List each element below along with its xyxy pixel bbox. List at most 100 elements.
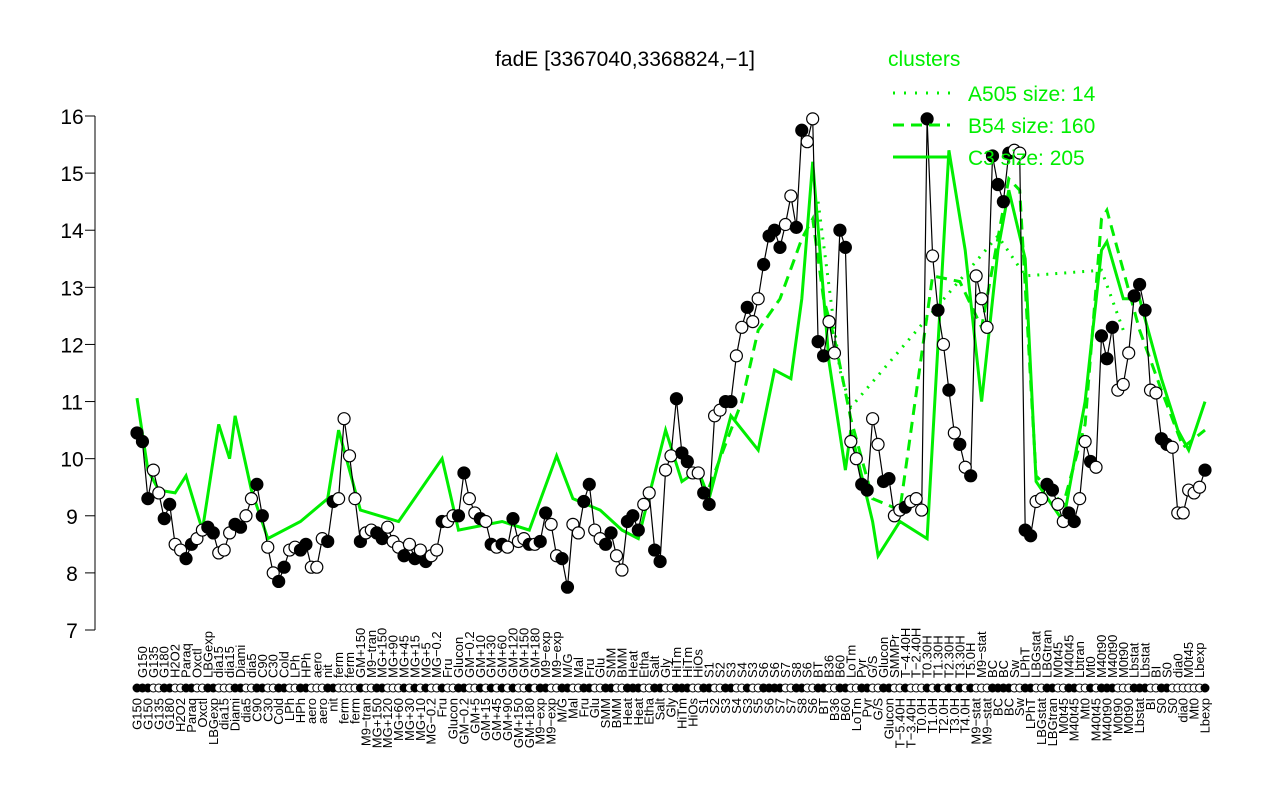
x-tick-label: T1.0H <box>925 698 940 733</box>
x-tick-label: M40t90 <box>1099 698 1114 741</box>
x-tick-label: MG+150 <box>369 698 384 748</box>
x-rug-marker <box>1200 683 1210 693</box>
x-tick-label: Heat <box>620 698 635 726</box>
data-point <box>599 537 613 551</box>
data-point <box>1116 377 1130 392</box>
x-tick-label: Lbstat <box>1127 642 1142 678</box>
x-tick-label: H2O2 <box>168 644 183 678</box>
data-point <box>778 217 793 232</box>
x-tick-label: GM+180 <box>527 628 542 678</box>
x-tick-label: M40t90 <box>1094 635 1109 678</box>
data-point <box>310 560 324 574</box>
data-point <box>795 123 809 137</box>
x-tick-label: B60 <box>838 698 853 721</box>
x-tick-label: M9−tran <box>358 698 373 746</box>
x-axis-labels: G150G150G150G135G135G180G180H2O2H2O2Para… <box>130 628 1213 748</box>
x-tick-label: M9−exp <box>549 631 564 678</box>
data-point <box>811 334 825 349</box>
data-point <box>740 300 754 314</box>
y-tick-label: 14 <box>60 220 84 243</box>
x-tick-label: M40t90 <box>1105 635 1120 678</box>
data-point <box>1024 529 1038 543</box>
x-tick-label: LPh <box>288 655 303 678</box>
data-point <box>413 543 427 557</box>
y-tick-label: 12 <box>60 334 83 357</box>
x-tick-label: Glucon <box>446 698 461 739</box>
x-tick-label: S0 <box>1154 698 1169 714</box>
x-tick-label: HPh <box>293 698 308 723</box>
data-point <box>206 526 220 540</box>
data-point <box>571 526 585 540</box>
data-point <box>457 466 471 480</box>
x-tick-label: Salt <box>647 655 662 678</box>
x-tick-label: BI <box>1149 666 1164 678</box>
data-point <box>277 560 291 574</box>
x-tick-label: S0 <box>1159 662 1174 678</box>
x-tick-label: Oxctl <box>195 698 210 728</box>
x-tick-label: Lbstat <box>1132 698 1147 734</box>
x-tick-label: aero <box>309 652 324 678</box>
data-point <box>233 520 248 534</box>
x-tick-label: nit <box>326 698 341 712</box>
x-tick-label: dia15 <box>211 646 226 678</box>
x-tick-label: Cold <box>271 698 286 725</box>
x-tick-label: LPh <box>282 698 297 721</box>
x-tick-label: T−3.40H <box>903 698 918 748</box>
x-tick-label: Diami <box>233 645 248 678</box>
x-tick-label: Etha <box>636 650 651 678</box>
x-tick-label: Mt0 <box>1083 656 1098 678</box>
x-tick-label: T1.30H <box>931 635 946 678</box>
x-tick-label: C30 <box>260 698 275 722</box>
x-tick-label: S3 <box>723 662 738 678</box>
x-tick-label: Salt <box>653 698 668 721</box>
data-point <box>348 492 362 506</box>
data-point <box>244 492 259 506</box>
x-tick-label: M9−stat <box>980 698 995 745</box>
x-tick-label: GM+150 <box>516 628 531 678</box>
x-tick-label: S6 <box>805 698 820 714</box>
data-point <box>152 486 166 500</box>
x-tick-label: GM+30 <box>484 635 499 678</box>
x-tick-label: HPh <box>298 653 313 678</box>
data-point <box>964 469 978 483</box>
data-point <box>1045 483 1060 497</box>
x-tick-label: Fru <box>440 659 455 679</box>
data-point <box>838 240 852 254</box>
data-point <box>653 554 667 569</box>
data-point <box>342 449 357 463</box>
x-tick-label: LBGexp <box>200 631 215 678</box>
x-tick-label: MG+15 <box>407 635 422 678</box>
x-tick-label: M0t90 <box>1121 698 1136 734</box>
data-point <box>1073 492 1087 506</box>
x-tick-label: C30 <box>266 654 281 678</box>
x-tick-label: Gly <box>664 698 679 718</box>
data-point <box>833 223 847 237</box>
x-tick-label: aero <box>315 698 330 724</box>
x-tick-label: LBGexp <box>206 698 221 745</box>
x-tick-label: Gly <box>658 658 673 678</box>
y-axis: 7 8 9 10 11 12 13 14 15 16 <box>60 106 96 643</box>
x-tick-label: HiTm <box>669 647 684 678</box>
data-point <box>974 292 989 306</box>
x-tick-label: Pyr <box>860 697 875 717</box>
x-tick-label: GM+180 <box>522 698 537 748</box>
x-tick-label: Fru <box>576 698 591 718</box>
x-tick-label: M40t45 <box>1067 698 1082 741</box>
data-point <box>1149 386 1163 400</box>
x-tick-label: Cold <box>277 651 292 678</box>
data-point <box>909 492 923 506</box>
x-tick-label: GM+60 <box>495 635 510 678</box>
x-tick-label: Pyr <box>854 658 869 678</box>
data-point <box>931 303 945 317</box>
x-tick-label: T3.0H <box>947 698 962 733</box>
data-point <box>179 552 193 566</box>
y-tick-label: 11 <box>61 392 83 415</box>
data-point <box>648 543 662 557</box>
data-point <box>735 320 749 334</box>
x-tick-label: M0t45 <box>1181 642 1196 678</box>
x-tick-label: M9−exp <box>533 698 548 745</box>
x-tick-label: Glucon <box>876 637 891 678</box>
x-tick-label: HiOs <box>685 698 700 727</box>
x-tick-label: GM−0.2 <box>462 631 477 678</box>
